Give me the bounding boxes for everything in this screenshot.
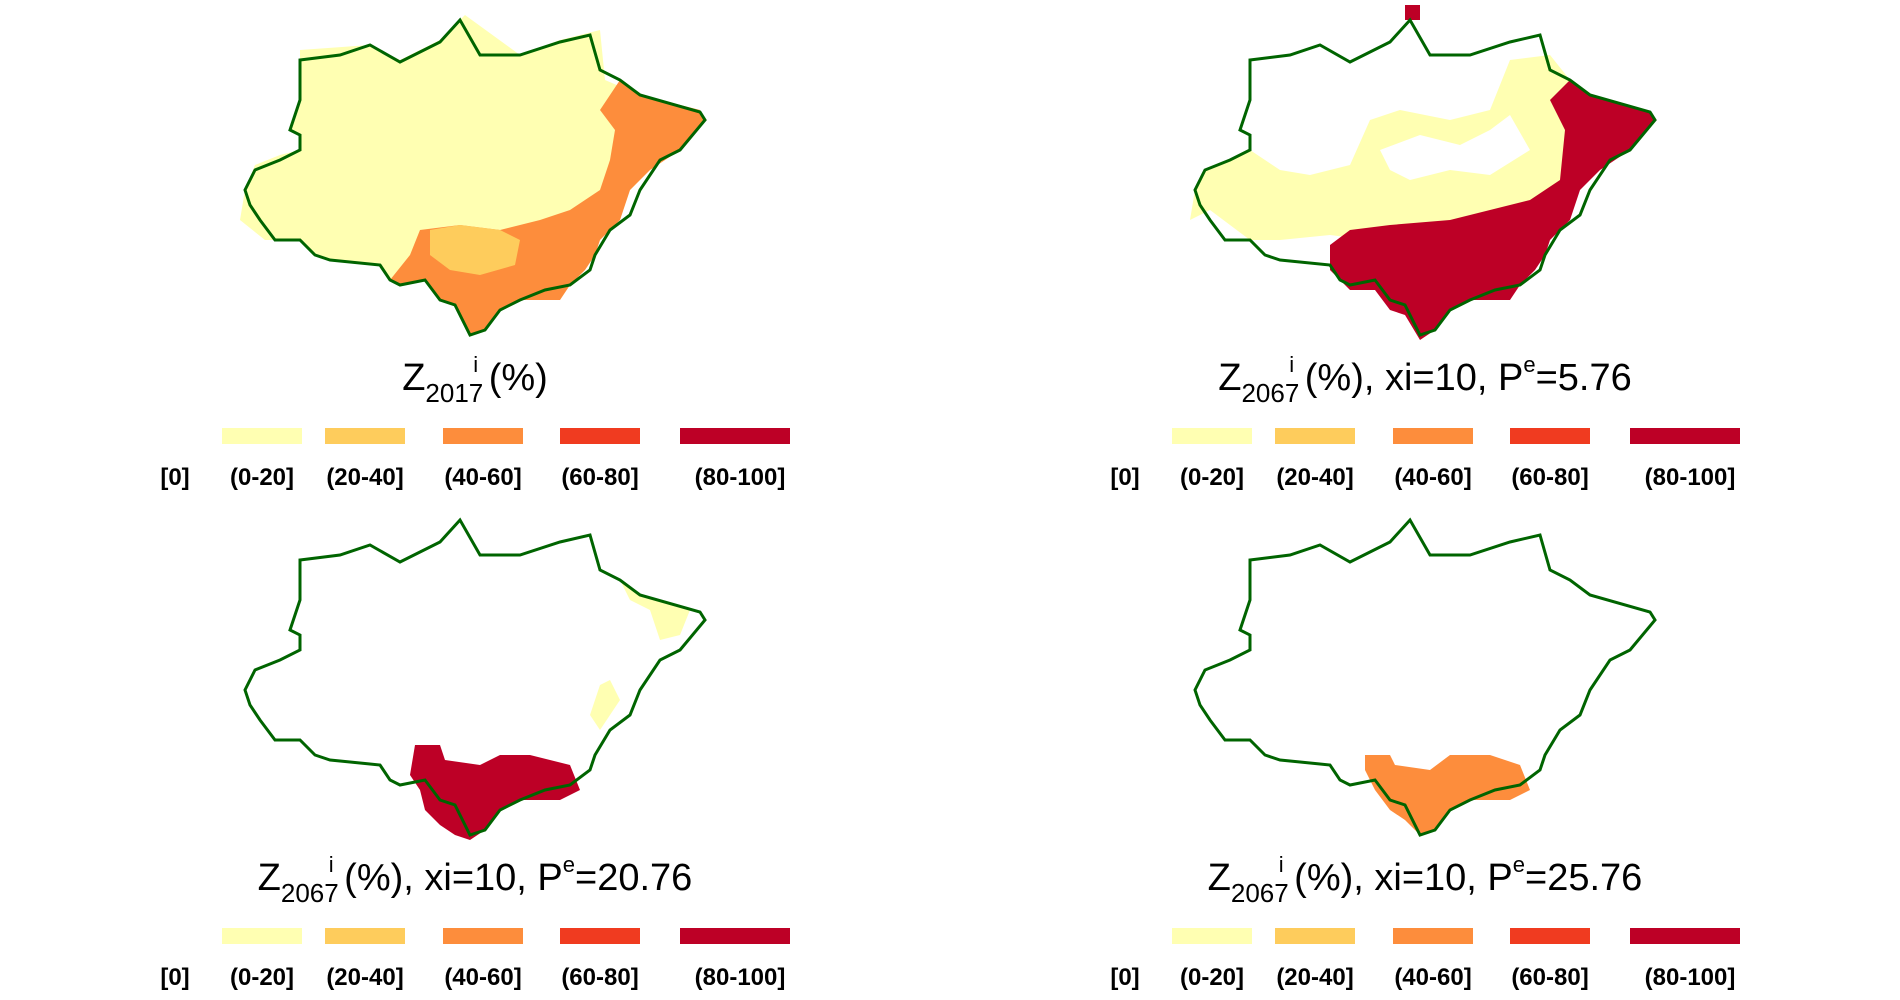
legend-swatch-0 [160, 928, 240, 944]
region-fill-high [410, 745, 580, 840]
map-panel-2067-pe-5-76: Z2067i (%), xi=10, Pe=5.76 [0] (0-20] (2… [950, 0, 1900, 500]
legend-swatch-4 [560, 428, 640, 444]
legend-swatch-2 [325, 928, 405, 944]
legend-swatch-2 [1275, 928, 1355, 944]
legend: [0] (0-20] (20-40] (40-60] (60-80] (80-1… [1110, 428, 1750, 498]
legend-label-1: (0-20] [1179, 964, 1245, 991]
legend-label-5: (80-100] [1644, 964, 1736, 991]
legend-swatch-1 [1172, 928, 1252, 944]
title-variable: Z [257, 857, 281, 899]
legend-swatch-4 [1510, 428, 1590, 444]
legend-label-4: (60-80] [561, 464, 639, 491]
legend-swatch-3 [1393, 928, 1473, 944]
legend-swatch-3 [1393, 428, 1473, 444]
region-boundary [1193, 517, 1657, 837]
title-unit: (%), xi=10, [1294, 357, 1498, 399]
map-2067-c [1193, 517, 1657, 837]
map-2067-a [1190, 5, 1657, 340]
region-boundary [243, 517, 707, 837]
legend-label-0: [0] [160, 964, 190, 991]
title-superscript: i [473, 352, 479, 377]
legend-label-4: (60-80] [561, 964, 639, 991]
legend-swatch-5 [680, 428, 790, 444]
legend-swatch-5 [1630, 928, 1740, 944]
panel-title: Z2067i (%), xi=10, Pe=25.76 [950, 852, 1900, 909]
legend-swatch-0 [160, 428, 240, 444]
title-unit: (%), xi=10, [333, 857, 538, 899]
legend-label-1: (0-20] [1179, 464, 1245, 491]
title-superscript: i [1289, 352, 1295, 377]
raster-cells [1190, 5, 1655, 340]
legend-label-5: (80-100] [694, 464, 786, 491]
legend-label-5: (80-100] [694, 964, 786, 991]
panel-title: Z2067i (%), xi=10, Pe=20.76 [0, 852, 950, 909]
legend-swatch-1 [222, 428, 302, 444]
title-variable: Z [1207, 857, 1231, 899]
title-superscript: i [1278, 852, 1284, 877]
legend-label-3: (40-60] [444, 964, 522, 991]
title-unit: (%) [478, 357, 548, 399]
legend-label-2: (20-40] [1276, 464, 1354, 491]
region-boundary [243, 17, 707, 337]
region-fill-high-north [1405, 5, 1420, 20]
legend-swatch-5 [680, 928, 790, 944]
map-2067-b [243, 517, 707, 840]
legend-swatch-0 [1110, 928, 1190, 944]
legend-swatch-2 [1275, 428, 1355, 444]
legend-swatch-3 [443, 428, 523, 444]
legend-swatch-1 [222, 928, 302, 944]
legend-swatch-0 [1110, 428, 1190, 444]
map-panel-2067-pe-25-76: Z2067i (%), xi=10, Pe=25.76 [0] (0-20] (… [950, 500, 1900, 1000]
title-pe: Pe=25.76 [1487, 852, 1643, 899]
map-panel-2017: Z2017i (%) [0] (0-20] (20-40] (40-60] (6… [0, 0, 950, 500]
legend-swatch-4 [1510, 928, 1590, 944]
raster-cells [240, 15, 705, 335]
title-unit: (%), xi=10, [1283, 857, 1488, 899]
raster-cells [1365, 755, 1530, 835]
legend-label-2: (20-40] [326, 464, 404, 491]
legend-label-0: [0] [1110, 964, 1140, 991]
map-panel-2067-pe-20-76: Z2067i (%), xi=10, Pe=20.76 [0] (0-20] (… [0, 500, 950, 1000]
legend-swatch-5 [1630, 428, 1740, 444]
panel-title: Z2067i (%), xi=10, Pe=5.76 [950, 352, 1900, 409]
raster-cells [410, 580, 690, 840]
legend: [0] (0-20] (20-40] (40-60] (60-80] (80-1… [1110, 928, 1750, 998]
title-variable: Z [1218, 357, 1242, 399]
legend-label-1: (0-20] [229, 964, 295, 991]
title-pe: Pe=5.76 [1497, 352, 1632, 399]
title-variable: Z [402, 357, 426, 399]
title-pe: Pe=20.76 [537, 852, 693, 899]
legend: [0] (0-20] (20-40] (40-60] (60-80] (80-1… [160, 428, 800, 498]
legend-label-3: (40-60] [444, 464, 522, 491]
map-2017 [240, 15, 707, 337]
legend-swatch-3 [443, 928, 523, 944]
legend-label-4: (60-80] [1511, 464, 1589, 491]
region-fill-white-patch [1380, 115, 1530, 180]
legend-label-2: (20-40] [326, 964, 404, 991]
legend-label-0: [0] [160, 464, 190, 491]
legend-swatch-4 [560, 928, 640, 944]
legend-label-2: (20-40] [1276, 964, 1354, 991]
title-year: 2067 [1230, 878, 1289, 908]
legend-label-0: [0] [1110, 464, 1140, 491]
legend-swatch-1 [1172, 428, 1252, 444]
region-fill-low-southeast [590, 680, 620, 730]
title-year: 2067 [1241, 378, 1300, 408]
region-fill-light-orange [430, 225, 520, 275]
legend-label-3: (40-60] [1394, 464, 1472, 491]
legend-label-1: (0-20] [229, 464, 295, 491]
region-fill-mid [1365, 755, 1530, 835]
legend: [0] (0-20] (20-40] (40-60] (60-80] (80-1… [160, 928, 800, 998]
legend-label-4: (60-80] [1511, 964, 1589, 991]
legend-label-5: (80-100] [1644, 464, 1736, 491]
panel-title: Z2017i (%) [0, 352, 950, 409]
region-fill-high [1330, 80, 1655, 340]
title-year: 2067 [280, 878, 339, 908]
legend-swatch-2 [325, 428, 405, 444]
title-superscript: i [328, 852, 334, 877]
region-boundary [1193, 17, 1657, 337]
legend-label-3: (40-60] [1394, 964, 1472, 991]
title-year: 2017 [425, 378, 484, 408]
